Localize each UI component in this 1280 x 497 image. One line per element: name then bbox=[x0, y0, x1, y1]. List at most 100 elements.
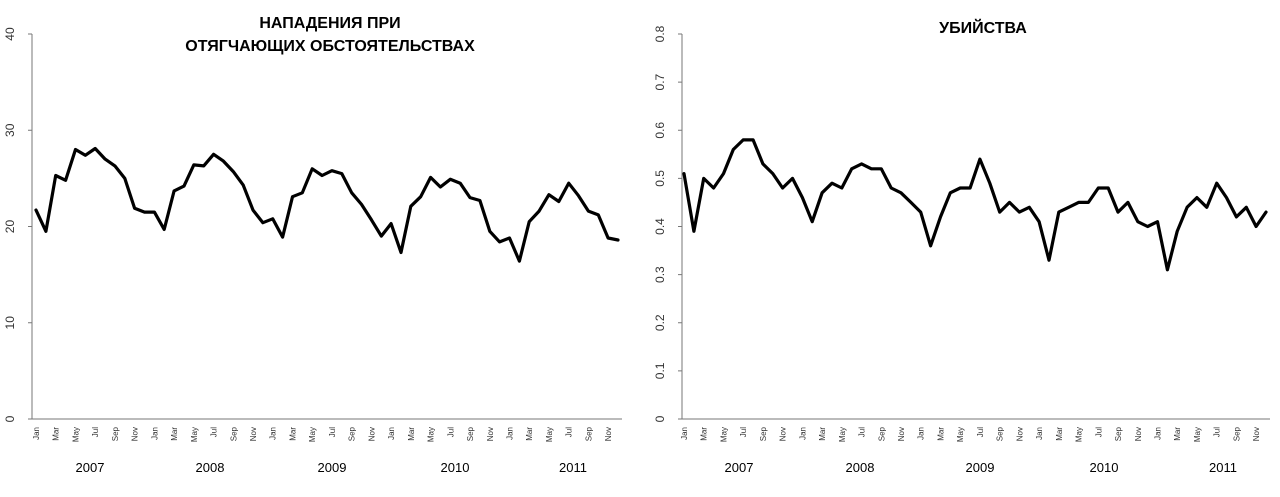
assault-data-point bbox=[518, 259, 521, 263]
murder-month-label: Jan bbox=[1153, 427, 1162, 440]
murder-data-point bbox=[722, 172, 725, 175]
assault-y-tick-label: 30 bbox=[3, 123, 17, 137]
murder-data-point bbox=[939, 215, 942, 219]
assault-data-point bbox=[370, 218, 373, 221]
murder-y-tick-label: 0.7 bbox=[653, 73, 667, 90]
murder-month-label: Sep bbox=[759, 426, 768, 441]
murder-data-point bbox=[880, 167, 883, 170]
murder-data-point bbox=[978, 157, 982, 161]
assault-year-label: 2010 bbox=[441, 460, 470, 475]
assault-month-label: Nov bbox=[249, 427, 258, 441]
assault-data-point bbox=[93, 147, 97, 150]
assault-data-point bbox=[251, 208, 255, 212]
murder-data-point bbox=[1057, 210, 1061, 214]
assault-chart: НАПАДЕНИЯ ПРИ ОТЯГЧАЮЩИХ ОБСТОЯТЕЛЬСТВАХ 0… bbox=[3, 15, 622, 475]
assault-y-tick-label: 0 bbox=[3, 415, 17, 422]
murder-data-point bbox=[692, 230, 696, 233]
murder-month-label: Nov bbox=[897, 427, 906, 441]
murder-data-point bbox=[1136, 220, 1139, 223]
murder-data-point bbox=[1047, 258, 1051, 262]
assault-month-label: Jul bbox=[446, 427, 455, 437]
murder-data-point bbox=[1176, 230, 1179, 233]
assault-month-label: Jan bbox=[387, 427, 396, 440]
assault-data-point bbox=[537, 209, 541, 213]
assault-data-point bbox=[616, 238, 620, 242]
assault-month-label: Jan bbox=[150, 427, 159, 440]
murder-month-label: May bbox=[1193, 427, 1202, 442]
murder-month-label: Sep bbox=[877, 426, 886, 441]
assault-data-point bbox=[222, 159, 225, 163]
assault-data-point bbox=[547, 193, 551, 196]
assault-data-point bbox=[587, 209, 590, 213]
murder-year-label: 2007 bbox=[725, 460, 754, 475]
assault-month-label: May bbox=[190, 427, 199, 442]
assault-data-point bbox=[330, 169, 334, 172]
murder-y-tick-label: 0.6 bbox=[653, 122, 667, 139]
assault-data-point bbox=[232, 170, 235, 173]
assault-data-point bbox=[478, 199, 482, 202]
assault-data-point bbox=[133, 207, 136, 210]
murder-year-label: 2009 bbox=[966, 460, 995, 475]
murder-data-point bbox=[1215, 181, 1218, 185]
murder-title-line-1: УБИЙСТВА bbox=[939, 18, 1027, 37]
murder-data-point bbox=[870, 167, 873, 170]
assault-month-label: Sep bbox=[111, 426, 120, 441]
assault-data-point bbox=[458, 181, 462, 185]
assault-data-point bbox=[597, 213, 600, 217]
murder-y-tick-label: 0.4 bbox=[653, 218, 667, 235]
murder-month-label: Jul bbox=[739, 427, 748, 437]
assault-data-point bbox=[74, 148, 77, 151]
murder-data-point bbox=[899, 191, 903, 195]
murder-data-point bbox=[1225, 196, 1228, 199]
assault-data-point bbox=[399, 251, 403, 254]
murder-data-point bbox=[1106, 186, 1110, 190]
murder-month-label: May bbox=[719, 427, 728, 442]
assault-month-label: Jul bbox=[210, 427, 219, 437]
assault-y-tick-label: 40 bbox=[3, 27, 17, 41]
murder-data-point bbox=[1116, 210, 1120, 214]
assault-month-label: Jan bbox=[269, 427, 278, 440]
murder-month-label: Jan bbox=[1035, 427, 1044, 440]
murder-y-tick-label: 0.3 bbox=[653, 266, 667, 283]
assault-data-point bbox=[163, 228, 166, 231]
murder-data-point bbox=[702, 177, 705, 180]
assault-data-point bbox=[172, 189, 176, 193]
murder-month-label: Jul bbox=[1094, 427, 1103, 437]
murder-series-line bbox=[682, 138, 1268, 272]
assault-title-line-1: НАПАДЕНИЯ ПРИ bbox=[259, 15, 400, 32]
murder-month-label: Sep bbox=[1114, 426, 1123, 441]
assault-data-point bbox=[143, 210, 146, 214]
assault-year-label: 2011 bbox=[559, 460, 587, 475]
murder-data-point bbox=[889, 186, 893, 190]
assault-month-label: Jul bbox=[565, 427, 574, 437]
assault-data-point bbox=[350, 191, 353, 195]
assault-month-label: May bbox=[71, 427, 80, 442]
assault-data-point bbox=[429, 176, 432, 179]
assault-data-point bbox=[123, 177, 126, 180]
assault-month-label: Nov bbox=[604, 427, 613, 441]
murder-data-point bbox=[771, 172, 774, 175]
assault-month-label: Jan bbox=[32, 427, 41, 440]
murder-month-label: Nov bbox=[1252, 427, 1261, 441]
murder-data-point bbox=[830, 181, 834, 185]
murder-y-tick-label: 0.5 bbox=[653, 170, 667, 187]
murder-data-point bbox=[840, 186, 844, 190]
murder-data-point bbox=[761, 162, 765, 166]
assault-month-label: Jan bbox=[505, 427, 514, 440]
assault-data-point bbox=[311, 167, 314, 170]
murder-month-label: Jan bbox=[917, 427, 926, 440]
murder-data-point bbox=[1264, 210, 1268, 214]
assault-data-point bbox=[153, 210, 156, 214]
murder-data-point bbox=[959, 186, 962, 190]
assault-data-point bbox=[468, 196, 472, 199]
assault-data-point bbox=[567, 181, 570, 185]
murder-month-label: Jul bbox=[858, 427, 867, 437]
assault-data-point bbox=[528, 220, 531, 223]
assault-data-point bbox=[261, 221, 265, 224]
assault-month-label: Jul bbox=[91, 427, 100, 437]
assault-data-point bbox=[488, 230, 491, 233]
assault-month-label: Sep bbox=[229, 426, 238, 441]
murder-data-point bbox=[949, 191, 952, 195]
murder-data-point bbox=[682, 172, 686, 175]
murder-data-point bbox=[1126, 201, 1130, 204]
